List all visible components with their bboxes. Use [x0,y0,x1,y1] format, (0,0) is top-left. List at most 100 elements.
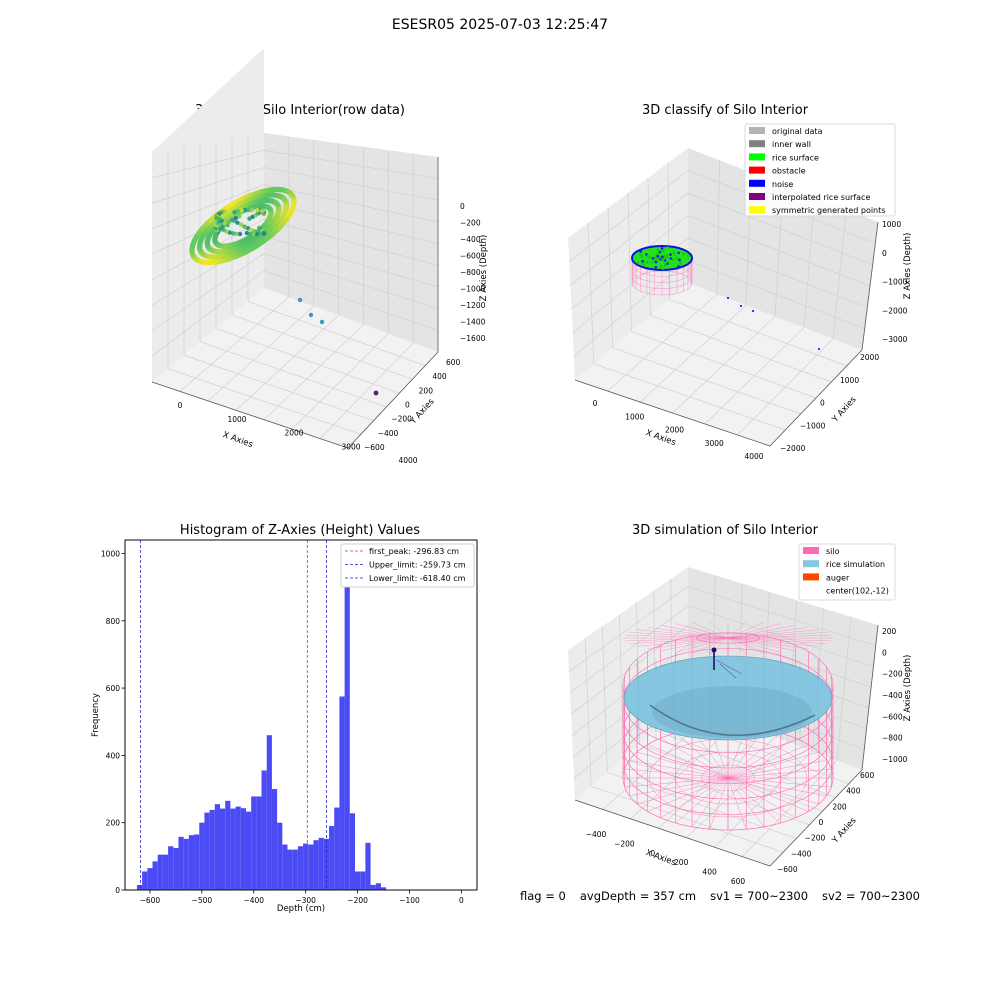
histogram-bar [308,844,314,890]
histogram-bar [323,838,330,890]
data-point [230,231,236,236]
panel3-title: Histogram of Z-Axies (Height) Values [179,523,421,538]
histogram-bar [142,871,148,890]
silo-roof-spoke [647,627,729,639]
histogram-bar [220,808,226,890]
classified-point [682,252,686,256]
classified-point [651,257,655,260]
silo-roof-spoke [624,634,729,639]
z-axis-line [861,221,879,351]
classified-point [661,255,664,259]
z-tick-label: −400 [460,235,481,244]
legend-box [798,543,896,601]
classified-point [675,257,679,260]
z-tick-label: 0 [882,648,887,657]
y-axis-label: Frequency [91,693,101,737]
wall-grid-line [584,638,592,787]
y-tick-label: 0 [820,399,825,408]
histogram-bar [168,846,174,890]
floor-grid-line [215,327,400,394]
silo-roof-spoke [727,637,819,647]
classified-point [677,265,680,268]
floor-grid-line [319,342,414,439]
panel2-title: 3D classify of Silo Interior [641,103,809,118]
z-tick-label: −800 [882,734,903,743]
silo-roof-spoke [629,637,729,644]
floor-grid-line [607,771,797,839]
wall-grid-line [601,626,608,773]
classified-point [679,260,682,264]
classified-point [657,258,660,262]
noise-point [739,304,743,308]
legend-swatch [749,179,765,187]
histogram-bar [230,808,236,890]
legend-label: silo [826,547,840,556]
histogram-bar [245,811,252,890]
data-point [239,208,244,213]
floor-grid-line [291,333,389,430]
classified-point [669,257,673,260]
classified-point [663,263,667,267]
floor-grid-line [623,758,810,826]
status-footer: flag = 0 avgDepth = 357 cm sv1 = 700~2300 s… [520,889,934,903]
x-tick-label: 3000 [341,442,360,451]
z-tick-label: −400 [882,691,903,700]
x-axis-label: X Axies [644,848,677,868]
rice-surface-shade [652,686,812,738]
panel1-raw-data-plot: 0 1000 2000 3000 4000 −600 −400 −200 0 200 400 600 0… [151,48,489,465]
wall-grid-line [568,586,689,672]
data-point [247,231,253,236]
y-tick-label: 600 [860,771,875,780]
panel3-histogram: −600 −500 −400 −300 −200 −100 0 0 200 400 600 800 10… [91,539,478,914]
wall-grid-line [263,184,439,223]
floor-grid-line [741,760,838,857]
floor-grid-line [231,314,413,380]
floor-pane [152,288,438,448]
x-tick-label: −100 [399,896,420,905]
floor-grid-line [686,741,788,838]
legend-label: center(102,-12) [826,587,889,596]
data-point [219,226,224,231]
silo-roof-spoke [675,623,729,639]
x-tick-label: 0 [459,896,464,905]
classified-point [665,253,669,257]
wall-grid-line [569,605,689,694]
silo-floor-ring [701,764,755,792]
classified-point [666,246,670,249]
z-axis-line [861,624,879,771]
histogram-bar [277,822,283,890]
floor-grid-line [235,315,339,411]
panel2-classify-plot: 0 1000 2000 3000 4000 −2000 −1000 0 1000 2000 1000… [568,123,913,461]
data-point [230,217,235,223]
silo-roof-spoke [727,621,747,639]
plot-frame [124,539,478,891]
data-point [214,215,219,221]
silo-roof-spoke [647,637,729,649]
classified-point [646,254,649,258]
legend-label: interpolated rice surface [772,193,870,202]
classified-point [672,251,675,254]
x-tick-label: 4000 [744,452,763,461]
histogram-bar [261,770,267,890]
z-tick-label: −600 [460,252,481,261]
flag-text: flag = 0 [520,889,566,903]
sv2-text: sv2 = 700~2300 [822,889,920,903]
histogram-bar [380,887,387,890]
data-point [232,210,237,215]
y-tick-label: 200 [106,819,121,828]
x-tick-label: −400 [243,896,264,905]
silo-roof-spoke [637,629,729,639]
x-tick-label: 400 [702,868,717,877]
silo-ring [622,648,834,753]
classified-point [678,258,681,262]
y-tick-label: 1000 [101,549,120,558]
silo-roof-spoke [727,637,747,655]
y-tick-label: 0 [405,401,410,410]
x-tick-label: −200 [614,839,635,848]
data-point [243,207,248,213]
histogram-bar [339,696,345,890]
data-point [247,216,252,221]
classified-point [679,262,682,266]
left-wall-pane [568,567,688,800]
x-tick-label: 200 [674,858,689,867]
